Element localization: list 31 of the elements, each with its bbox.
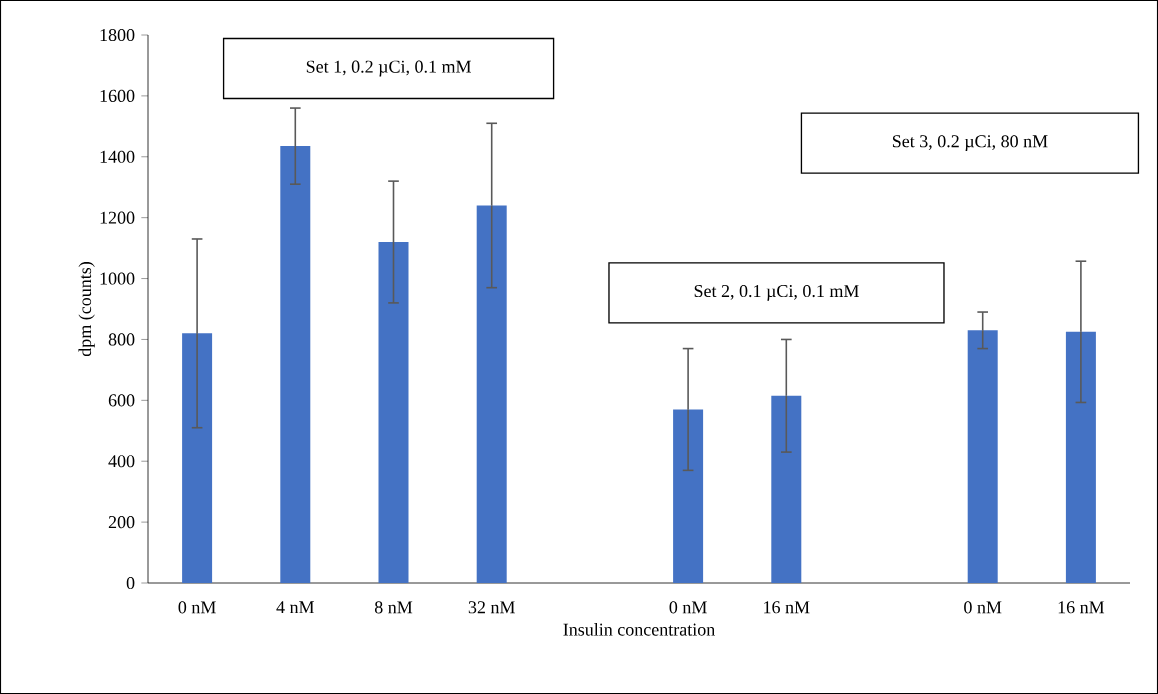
- bar: [378, 242, 409, 583]
- annotation: Set 2, 0.1 µCi, 0.1 mM: [694, 284, 859, 301]
- y-tick-label: 400: [108, 455, 135, 468]
- x-tick-label: 4 nM: [276, 601, 315, 614]
- bar: [771, 395, 802, 583]
- y-tick-label: 1400: [100, 150, 135, 163]
- x-axis-title: Insulin concentration: [563, 623, 715, 636]
- y-tick-label: 800: [108, 333, 135, 346]
- x-tick-label: 16 nM: [1058, 601, 1105, 614]
- x-tick-label: 0 nM: [178, 601, 216, 614]
- x-tick-label: 0 nM: [964, 601, 1002, 614]
- x-tick-label: 32 nM: [468, 601, 515, 614]
- y-tick-label: 1800: [100, 28, 135, 42]
- bar: [182, 333, 213, 583]
- y-tick-label: 0: [126, 576, 135, 590]
- y-tick-label: 600: [108, 394, 135, 407]
- y-tick-label: 200: [108, 516, 135, 529]
- x-tick-label: 16 nM: [764, 601, 810, 614]
- bar: [280, 146, 311, 583]
- bar: [673, 409, 704, 583]
- y-tick-label: 1600: [100, 89, 135, 102]
- annotation: Set 3, 0.2 µCi, 80 nM: [892, 135, 1048, 151]
- x-tick-label: 0 nM: [669, 601, 707, 614]
- bar: [967, 330, 998, 583]
- bar: [1065, 331, 1096, 583]
- annotation: Set 1, 0.2 µCi, 0.1 mM: [306, 60, 472, 77]
- bar: [476, 205, 507, 583]
- y-tick-label: 1200: [100, 211, 135, 224]
- y-tick-label: 1000: [100, 272, 135, 285]
- x-tick-label: 8 nM: [374, 601, 413, 614]
- y-axis-title: dpm (counts): [78, 262, 95, 357]
